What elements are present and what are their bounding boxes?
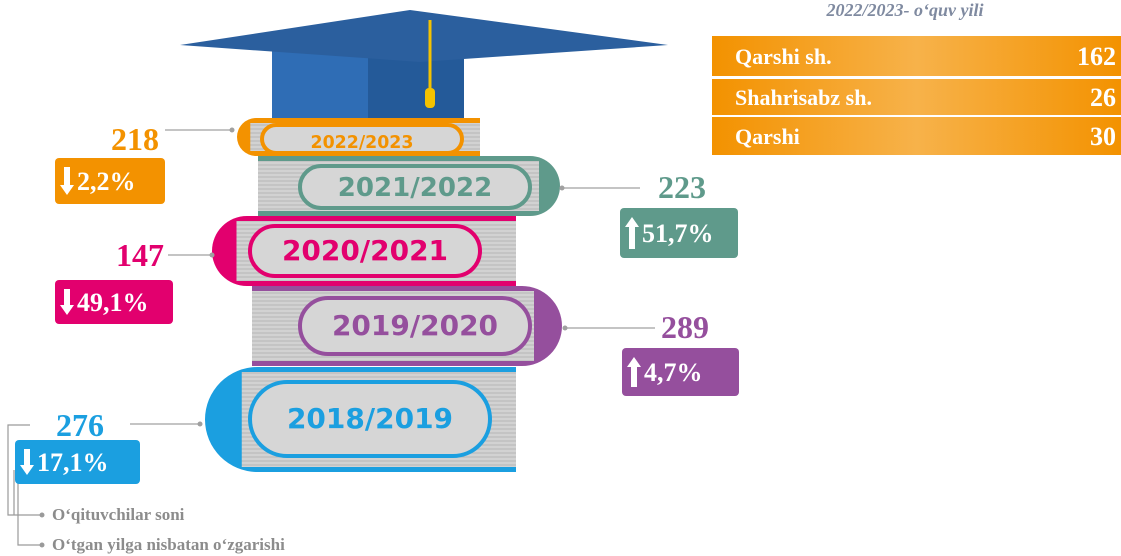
legend-dot	[40, 513, 45, 518]
connector-dot	[563, 326, 568, 331]
infographic: 2022/2023- o‘quv yili O‘qituvchilar soni…	[0, 0, 1121, 556]
row-label: Shahrisabz sh.	[735, 85, 872, 110]
change-value: 17,1%	[37, 448, 109, 477]
year-label: 2019/2020	[332, 309, 498, 342]
change-value: 49,1%	[77, 288, 149, 317]
year-label: 2020/2021	[282, 234, 448, 267]
year-label: 2021/2022	[338, 173, 492, 203]
teacher-count: 147	[116, 237, 164, 273]
row-value: 26	[1090, 83, 1116, 112]
row-value: 30	[1090, 122, 1116, 151]
legend-text: O‘qituvchilar soni	[52, 505, 185, 524]
teacher-count: 218	[111, 121, 159, 157]
subtitle: 2022/2023- o‘quv yili	[826, 0, 984, 20]
teacher-count: 289	[661, 309, 709, 345]
teacher-count: 223	[658, 169, 706, 205]
row-label: Qarshi	[735, 124, 800, 149]
legend-text: O‘tgan yilga nisbatan o‘zgarishi	[52, 535, 285, 554]
legend-dot	[40, 543, 45, 548]
connector-dot	[560, 186, 565, 191]
year-label: 2018/2019	[287, 402, 453, 435]
change-value: 51,7%	[642, 219, 714, 248]
connector-dot	[210, 253, 215, 258]
change-value: 4,7%	[644, 358, 703, 387]
change-value: 2,2%	[77, 167, 136, 196]
row-value: 162	[1077, 42, 1116, 71]
connector-dot	[198, 422, 203, 427]
connector-dot	[230, 128, 235, 133]
teacher-count: 276	[56, 407, 104, 443]
row-label: Qarshi sh.	[735, 44, 832, 69]
year-label: 2022/2023	[311, 133, 414, 153]
cap	[180, 10, 668, 123]
